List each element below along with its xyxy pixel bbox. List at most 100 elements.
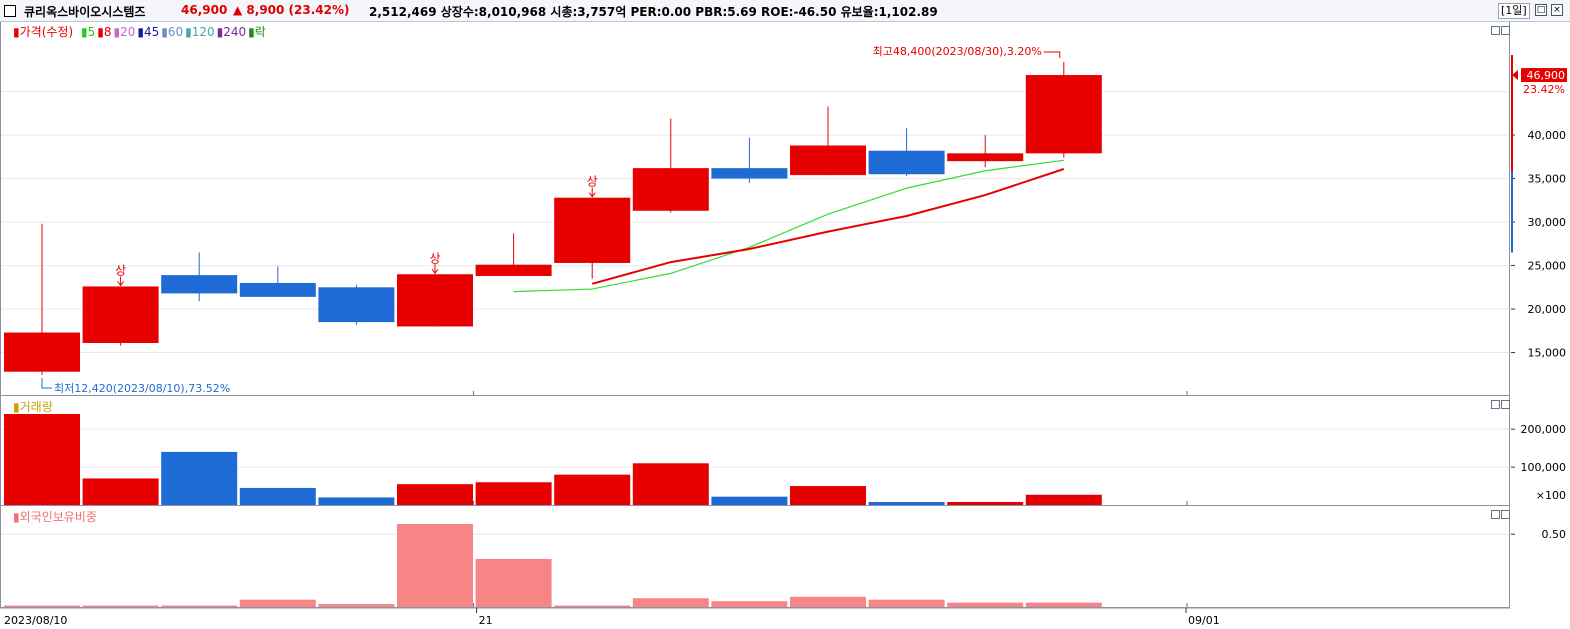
- ytick-label: 35,000: [1528, 173, 1567, 186]
- ytick-label: 40,000: [1528, 129, 1567, 142]
- close-icon[interactable]: ×: [1551, 4, 1563, 16]
- volume-bar: [868, 501, 945, 505]
- xtick-label: 21: [479, 614, 493, 627]
- xtick-label: 2023/08/10: [4, 614, 67, 627]
- volume-bar: [711, 496, 788, 505]
- stock-info-summary: 2,512,469 상장수:8,010,968 시총:3,757억 PER:0.…: [369, 5, 938, 19]
- period-selector[interactable]: [1일]: [1498, 3, 1530, 19]
- legend-ma-item: ▮8: [97, 25, 112, 39]
- foreign-legend: ▮외국인보유비중: [13, 510, 97, 524]
- ytick-label: 25,000: [1528, 260, 1567, 273]
- volume-bar: [318, 497, 395, 505]
- limit-up-arrowhead: [431, 268, 439, 275]
- legend-ma-item: ▮5: [80, 25, 96, 39]
- pane-minimize-icon[interactable]: [1491, 26, 1500, 35]
- foreign-ownership-pane: ▮외국인보유비중: [0, 506, 1510, 608]
- low-annotation: 최저12,420(2023/08/10),73.52%: [54, 382, 230, 395]
- limit-up-marker: 상: [115, 263, 126, 277]
- volume-bar: [82, 478, 159, 505]
- limit-up-marker: 상: [587, 175, 598, 189]
- foreign-bar: [947, 602, 1024, 607]
- price-gauge-up: [1511, 55, 1513, 172]
- ytick-label: 15,000: [1528, 347, 1567, 360]
- foreign-yaxis: 0.50: [1511, 528, 1567, 541]
- stock-name: 큐리옥스바이오시스템즈: [24, 5, 146, 19]
- candle-body: [868, 150, 945, 175]
- volume-yaxis: 100,000 200,000 ×100: [1511, 423, 1567, 502]
- legend-ma-item: ▮20: [113, 25, 136, 39]
- price-gauge-down: [1511, 171, 1513, 253]
- pane-close-icon[interactable]: [1501, 26, 1510, 35]
- current-price-pointer: [1512, 70, 1518, 81]
- candle-body: [711, 168, 788, 179]
- foreign-bar: [790, 596, 866, 607]
- price-change: ▲ 8,900 (23.42%): [233, 3, 350, 17]
- candle-body: [1025, 75, 1102, 154]
- candle-body: [554, 197, 631, 263]
- foreign-bar: [554, 605, 631, 607]
- current-pct-label: 23.42%: [1523, 83, 1565, 96]
- candle-body: [318, 287, 395, 323]
- volume-chart[interactable]: [1, 396, 1509, 505]
- current-price-label: 46,900: [1527, 69, 1566, 82]
- ytick-label: 0.50: [1542, 528, 1567, 541]
- volume-legend: ▮거래량: [13, 400, 53, 414]
- foreign-bar: [868, 599, 945, 607]
- ytick-label: 30,000: [1528, 216, 1567, 229]
- volume-unit-label: ×100: [1536, 489, 1566, 502]
- high-arrow: [1043, 51, 1061, 58]
- foreign-bar: [239, 599, 316, 607]
- volume-bar: [554, 474, 631, 505]
- volume-pane: ▮거래량: [0, 396, 1510, 506]
- price-legend: ▮가격(수정) ▮5 ▮8 ▮20 ▮45 ▮60 ▮120 ▮240 ▮락: [13, 23, 270, 40]
- xtick-label: 09/01: [1188, 614, 1220, 627]
- pane-minimize-icon[interactable]: [1491, 510, 1500, 519]
- foreign-bar: [397, 524, 473, 607]
- candle-body: [161, 275, 238, 294]
- foreign-bar: [4, 605, 80, 607]
- legend-ma-item: ▮120: [185, 25, 215, 39]
- volume-bar: [475, 482, 552, 505]
- low-arrow: [41, 378, 52, 389]
- price-yaxis: 15,000 20,000 25,000 30,000 35,000 40,000 46,9…: [1511, 55, 1567, 360]
- current-price: 46,900: [181, 3, 228, 17]
- price-chart[interactable]: 상상상최고48,400(2023/08/30),3.20%최저12,420(20…: [1, 22, 1509, 395]
- candle-body: [82, 286, 159, 343]
- legend-ma-item: ▮락: [248, 25, 266, 39]
- ma5-line: [513, 159, 1064, 293]
- volume-bar: [1025, 494, 1102, 505]
- foreign-bar: [475, 558, 552, 607]
- legend-price-label: ▮가격(수정): [13, 25, 74, 39]
- foreign-bar: [711, 601, 788, 607]
- candle-body: [475, 264, 552, 277]
- volume-bar: [161, 451, 238, 505]
- volume-bar: [397, 484, 473, 505]
- limit-up-marker: 상: [429, 251, 440, 265]
- candle-body: [632, 168, 709, 211]
- select-checkbox[interactable]: [4, 5, 16, 17]
- foreign-chart[interactable]: [1, 506, 1509, 607]
- volume-bar: [790, 486, 866, 505]
- candle-body: [790, 145, 866, 176]
- ytick-label: 200,000: [1521, 423, 1567, 436]
- volume-bar: [239, 487, 316, 505]
- legend-ma-item: ▮240: [216, 25, 247, 39]
- ma-legend: ▮5 ▮8 ▮20 ▮45 ▮60 ▮120 ▮240 ▮락: [81, 25, 268, 39]
- limit-up-arrowhead: [588, 192, 596, 198]
- ma8-line: [591, 168, 1065, 285]
- pane-minimize-icon[interactable]: [1491, 400, 1500, 409]
- foreign-bar: [161, 605, 238, 607]
- pane-close-icon[interactable]: [1501, 400, 1510, 409]
- candle-body: [947, 153, 1024, 162]
- limit-up-arrowhead: [117, 281, 124, 287]
- volume-bar: [632, 463, 709, 505]
- foreign-bar: [82, 605, 159, 607]
- x-axis: 2023/08/10 21 09/01: [0, 608, 1511, 627]
- pane-close-icon[interactable]: [1501, 510, 1510, 519]
- ytick-label: 100,000: [1521, 461, 1567, 474]
- legend-ma-item: ▮60: [161, 25, 184, 39]
- volume-bar: [947, 501, 1024, 505]
- ytick-label: 20,000: [1528, 303, 1567, 316]
- candle-body: [4, 332, 80, 372]
- maximize-icon[interactable]: □: [1535, 4, 1547, 16]
